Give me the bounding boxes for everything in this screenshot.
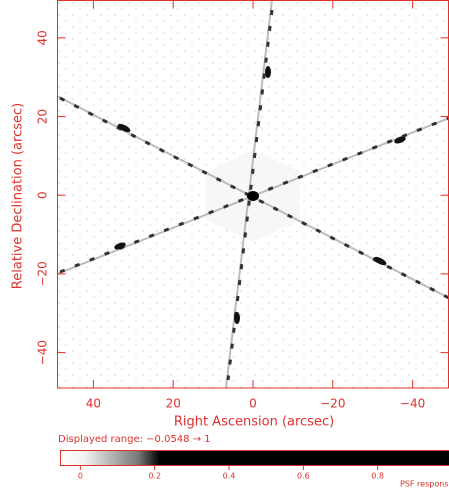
x-tick-label: 0 bbox=[249, 397, 257, 411]
y-tick-label: 20 bbox=[36, 109, 50, 124]
colorbar-label: PSF response bbox=[400, 480, 449, 489]
colorbar-tick-label: 0 bbox=[78, 472, 83, 481]
x-tick-label: −40 bbox=[400, 397, 425, 411]
colorbar-tick-label: 0.2 bbox=[148, 472, 161, 481]
colorbar-frame bbox=[60, 450, 449, 466]
colorbar bbox=[60, 450, 449, 466]
y-tick-label: 0 bbox=[36, 191, 50, 199]
x-tick-label: −20 bbox=[320, 397, 345, 411]
range-text: Displayed range: −0.0548 → 1 bbox=[58, 434, 211, 445]
x-axis-label: Right Ascension (arcsec) bbox=[174, 415, 334, 430]
y-axis-label: Relative Declination (arcsec) bbox=[11, 103, 26, 289]
y-tick-label: 40 bbox=[36, 30, 50, 45]
x-tick-label: 20 bbox=[166, 397, 181, 411]
x-tick-label: 40 bbox=[86, 397, 101, 411]
y-tick-label: −40 bbox=[36, 340, 50, 365]
psf-image bbox=[56, 0, 449, 389]
y-tick-label: −20 bbox=[36, 261, 50, 286]
colorbar-tick-label: 0.6 bbox=[297, 472, 310, 481]
colorbar-tick-label: 0.4 bbox=[223, 472, 236, 481]
colorbar-tick-label: 0.8 bbox=[371, 472, 384, 481]
